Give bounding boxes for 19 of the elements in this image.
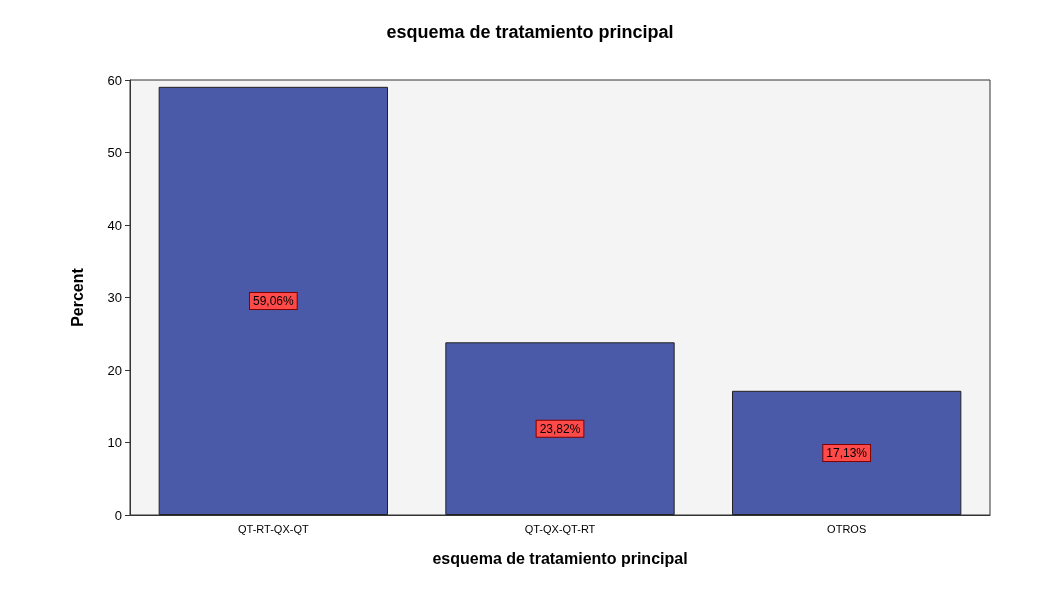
x-tick-label: QT-QX-QT-RT: [524, 522, 596, 535]
y-axis-title: Percent: [68, 267, 86, 327]
x-axis-title: esquema de tratamiento principal: [432, 549, 688, 567]
y-tick-label: 20: [107, 362, 122, 378]
data-label: 17,13%: [826, 445, 868, 460]
bar: [732, 390, 962, 515]
y-tick-label: 10: [107, 435, 122, 450]
data-label: 23,82%: [539, 421, 581, 436]
bar: [445, 342, 675, 515]
bar: [158, 86, 388, 515]
y-tick-label: 40: [107, 217, 122, 233]
y-tick-label: 30: [107, 290, 122, 305]
chart-title: esquema de tratamiento principal: [386, 22, 674, 42]
y-tick-label: 50: [107, 145, 122, 160]
x-tick-label: QT-RT-QX-QT: [237, 522, 309, 535]
y-tick-label: 0: [114, 507, 122, 523]
y-tick-label: 60: [107, 72, 122, 88]
data-label: 59,06%: [252, 293, 295, 308]
x-tick-label: OTROS: [827, 522, 867, 535]
